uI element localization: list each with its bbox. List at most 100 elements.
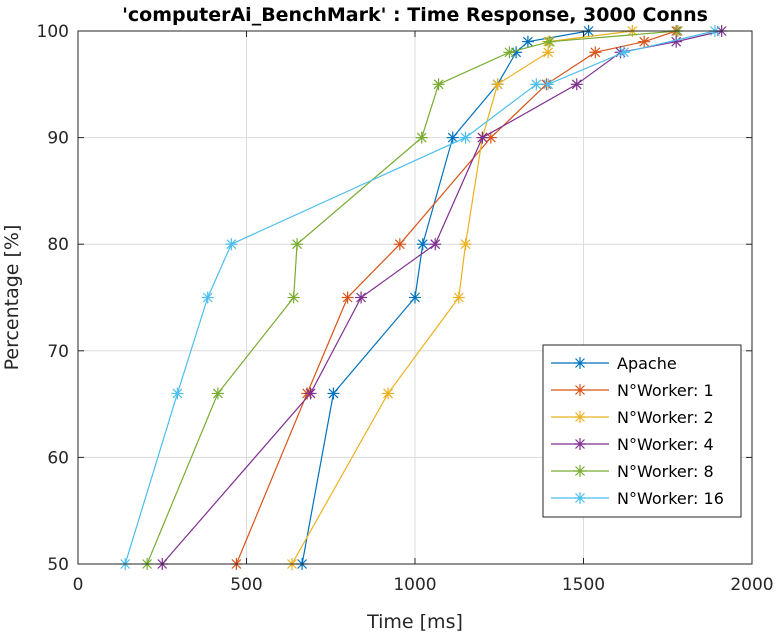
data-point bbox=[459, 131, 472, 144]
marker-stroke bbox=[416, 132, 427, 143]
marker-stroke bbox=[543, 47, 554, 58]
marker-stroke bbox=[492, 79, 503, 90]
y-tick-label: 70 bbox=[47, 342, 69, 362]
marker-stroke bbox=[417, 239, 428, 250]
data-point bbox=[542, 78, 555, 91]
marker-stroke bbox=[410, 292, 420, 303]
legend-item: N°Worker: 4 bbox=[551, 435, 714, 454]
marker-stroke bbox=[522, 36, 533, 47]
data-point bbox=[638, 35, 651, 48]
x-tick-label: 1500 bbox=[562, 575, 605, 595]
x-axis-label: Time [ms] bbox=[366, 611, 463, 633]
legend-label: N°Worker: 4 bbox=[617, 435, 714, 454]
marker-stroke bbox=[383, 388, 393, 399]
data-point bbox=[304, 387, 317, 400]
y-axis-label: Percentage [%] bbox=[1, 225, 23, 371]
data-point bbox=[355, 291, 368, 304]
legend-marker bbox=[574, 411, 586, 423]
data-point bbox=[415, 131, 428, 144]
legend-box bbox=[542, 344, 742, 518]
legend-marker bbox=[574, 465, 586, 477]
data-point bbox=[530, 78, 543, 91]
data-point bbox=[670, 35, 683, 48]
data-point bbox=[452, 291, 465, 304]
marker-stroke bbox=[328, 388, 339, 399]
data-point bbox=[446, 131, 459, 144]
marker-stroke bbox=[342, 292, 353, 303]
marker-stroke bbox=[226, 239, 237, 250]
data-point bbox=[429, 238, 442, 251]
legend-label: N°Worker: 2 bbox=[617, 408, 714, 427]
marker-stroke bbox=[531, 79, 542, 90]
data-point bbox=[432, 78, 445, 91]
legend-item: N°Worker: 16 bbox=[551, 489, 724, 508]
legend-item: N°Worker: 1 bbox=[551, 381, 714, 400]
data-point bbox=[491, 78, 504, 91]
marker-stroke bbox=[575, 466, 585, 476]
series-layer bbox=[119, 25, 728, 570]
data-point bbox=[201, 291, 214, 304]
legend-marker bbox=[574, 438, 586, 450]
marker-stroke bbox=[460, 132, 471, 143]
legend-label: N°Worker: 16 bbox=[617, 489, 724, 508]
data-point bbox=[171, 387, 184, 400]
marker-stroke bbox=[544, 36, 555, 47]
marker-stroke bbox=[575, 412, 585, 422]
series-5 bbox=[141, 25, 684, 570]
data-point bbox=[291, 238, 304, 251]
legend: Apache N°Worker: 1 N°Worker: 2 N°Worker: 4 N… bbox=[542, 344, 742, 518]
marker-stroke bbox=[172, 388, 183, 399]
legend-label: Apache bbox=[617, 354, 677, 373]
marker-stroke bbox=[460, 239, 471, 250]
legend-item: Apache bbox=[551, 354, 677, 373]
x-tick-label: 1000 bbox=[393, 575, 436, 595]
marker-stroke bbox=[575, 493, 585, 503]
marker-stroke bbox=[543, 79, 554, 90]
marker-stroke bbox=[288, 292, 299, 303]
y-tick-label: 90 bbox=[47, 129, 69, 149]
x-tick-label: 0 bbox=[73, 575, 84, 595]
x-tick-label: 2000 bbox=[730, 575, 773, 595]
legend-label: N°Worker: 1 bbox=[617, 381, 714, 400]
data-point bbox=[416, 238, 429, 251]
marker-stroke bbox=[477, 132, 488, 143]
data-point bbox=[341, 291, 354, 304]
marker-stroke bbox=[433, 79, 444, 90]
data-point bbox=[617, 46, 630, 59]
axis-ticks: 0 500 1000 1500 2000 50 60 70 80 90 100 bbox=[37, 22, 774, 595]
legend-marker bbox=[574, 384, 586, 396]
marker-stroke bbox=[575, 385, 585, 395]
marker-stroke bbox=[639, 36, 650, 47]
data-point bbox=[225, 238, 238, 251]
data-point bbox=[382, 387, 395, 400]
y-tick-label: 60 bbox=[47, 448, 69, 468]
data-point bbox=[543, 35, 556, 48]
x-tick-label: 500 bbox=[230, 575, 262, 595]
legend-item: N°Worker: 2 bbox=[551, 408, 714, 427]
marker-stroke bbox=[590, 47, 601, 58]
marker-stroke bbox=[575, 358, 585, 368]
data-point bbox=[476, 131, 489, 144]
marker-stroke bbox=[453, 292, 464, 303]
data-point bbox=[459, 238, 472, 251]
data-point bbox=[570, 78, 583, 91]
data-point bbox=[409, 291, 421, 304]
marker-stroke bbox=[575, 439, 585, 449]
legend-marker bbox=[574, 492, 586, 504]
marker-stroke bbox=[292, 239, 302, 250]
data-point bbox=[327, 387, 340, 400]
data-point bbox=[287, 291, 300, 304]
marker-stroke bbox=[202, 292, 213, 303]
marker-stroke bbox=[571, 79, 582, 90]
data-point bbox=[542, 46, 555, 59]
marker-stroke bbox=[430, 239, 441, 250]
data-point bbox=[589, 46, 602, 59]
legend-label: N°Worker: 8 bbox=[617, 462, 714, 481]
chart-title: 'computerAi_BenchMark' : Time Response, … bbox=[122, 4, 708, 26]
y-tick-label: 100 bbox=[37, 22, 69, 42]
marker-stroke bbox=[447, 132, 458, 143]
marker-stroke bbox=[671, 36, 682, 47]
marker-stroke bbox=[212, 388, 223, 399]
